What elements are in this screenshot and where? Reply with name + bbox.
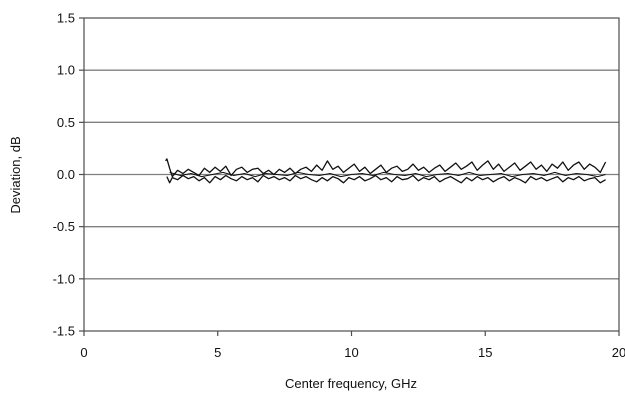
y-tick-label: 1.5 <box>57 11 75 26</box>
y-axis-ticks: 1.5 1.0 0.5 0.0 -0.5 -1.0 -1.5 <box>53 11 84 339</box>
series-line-1 <box>165 158 607 178</box>
x-tick-label: 5 <box>214 345 221 360</box>
y-tick-label: 0.0 <box>57 167 75 182</box>
y-axis-title: Deviation, dB <box>8 136 23 213</box>
x-tick-label: 10 <box>344 345 358 360</box>
series-line-3 <box>169 171 606 178</box>
series-lines <box>165 158 607 184</box>
y-tick-label: 0.5 <box>57 115 75 130</box>
x-tick-label: 0 <box>80 345 87 360</box>
x-axis-title: Center frequency, GHz <box>285 376 417 391</box>
series-line-2 <box>166 174 606 184</box>
y-tick-label: -0.5 <box>53 219 75 234</box>
y-tick-label: 1.0 <box>57 63 75 78</box>
x-tick-label: 20 <box>612 345 625 360</box>
y-tick-label: -1.5 <box>53 324 75 339</box>
x-tick-label: 15 <box>478 345 492 360</box>
y-tick-label: -1.0 <box>53 271 75 286</box>
x-axis-ticks: 0 5 10 15 20 <box>80 331 625 360</box>
